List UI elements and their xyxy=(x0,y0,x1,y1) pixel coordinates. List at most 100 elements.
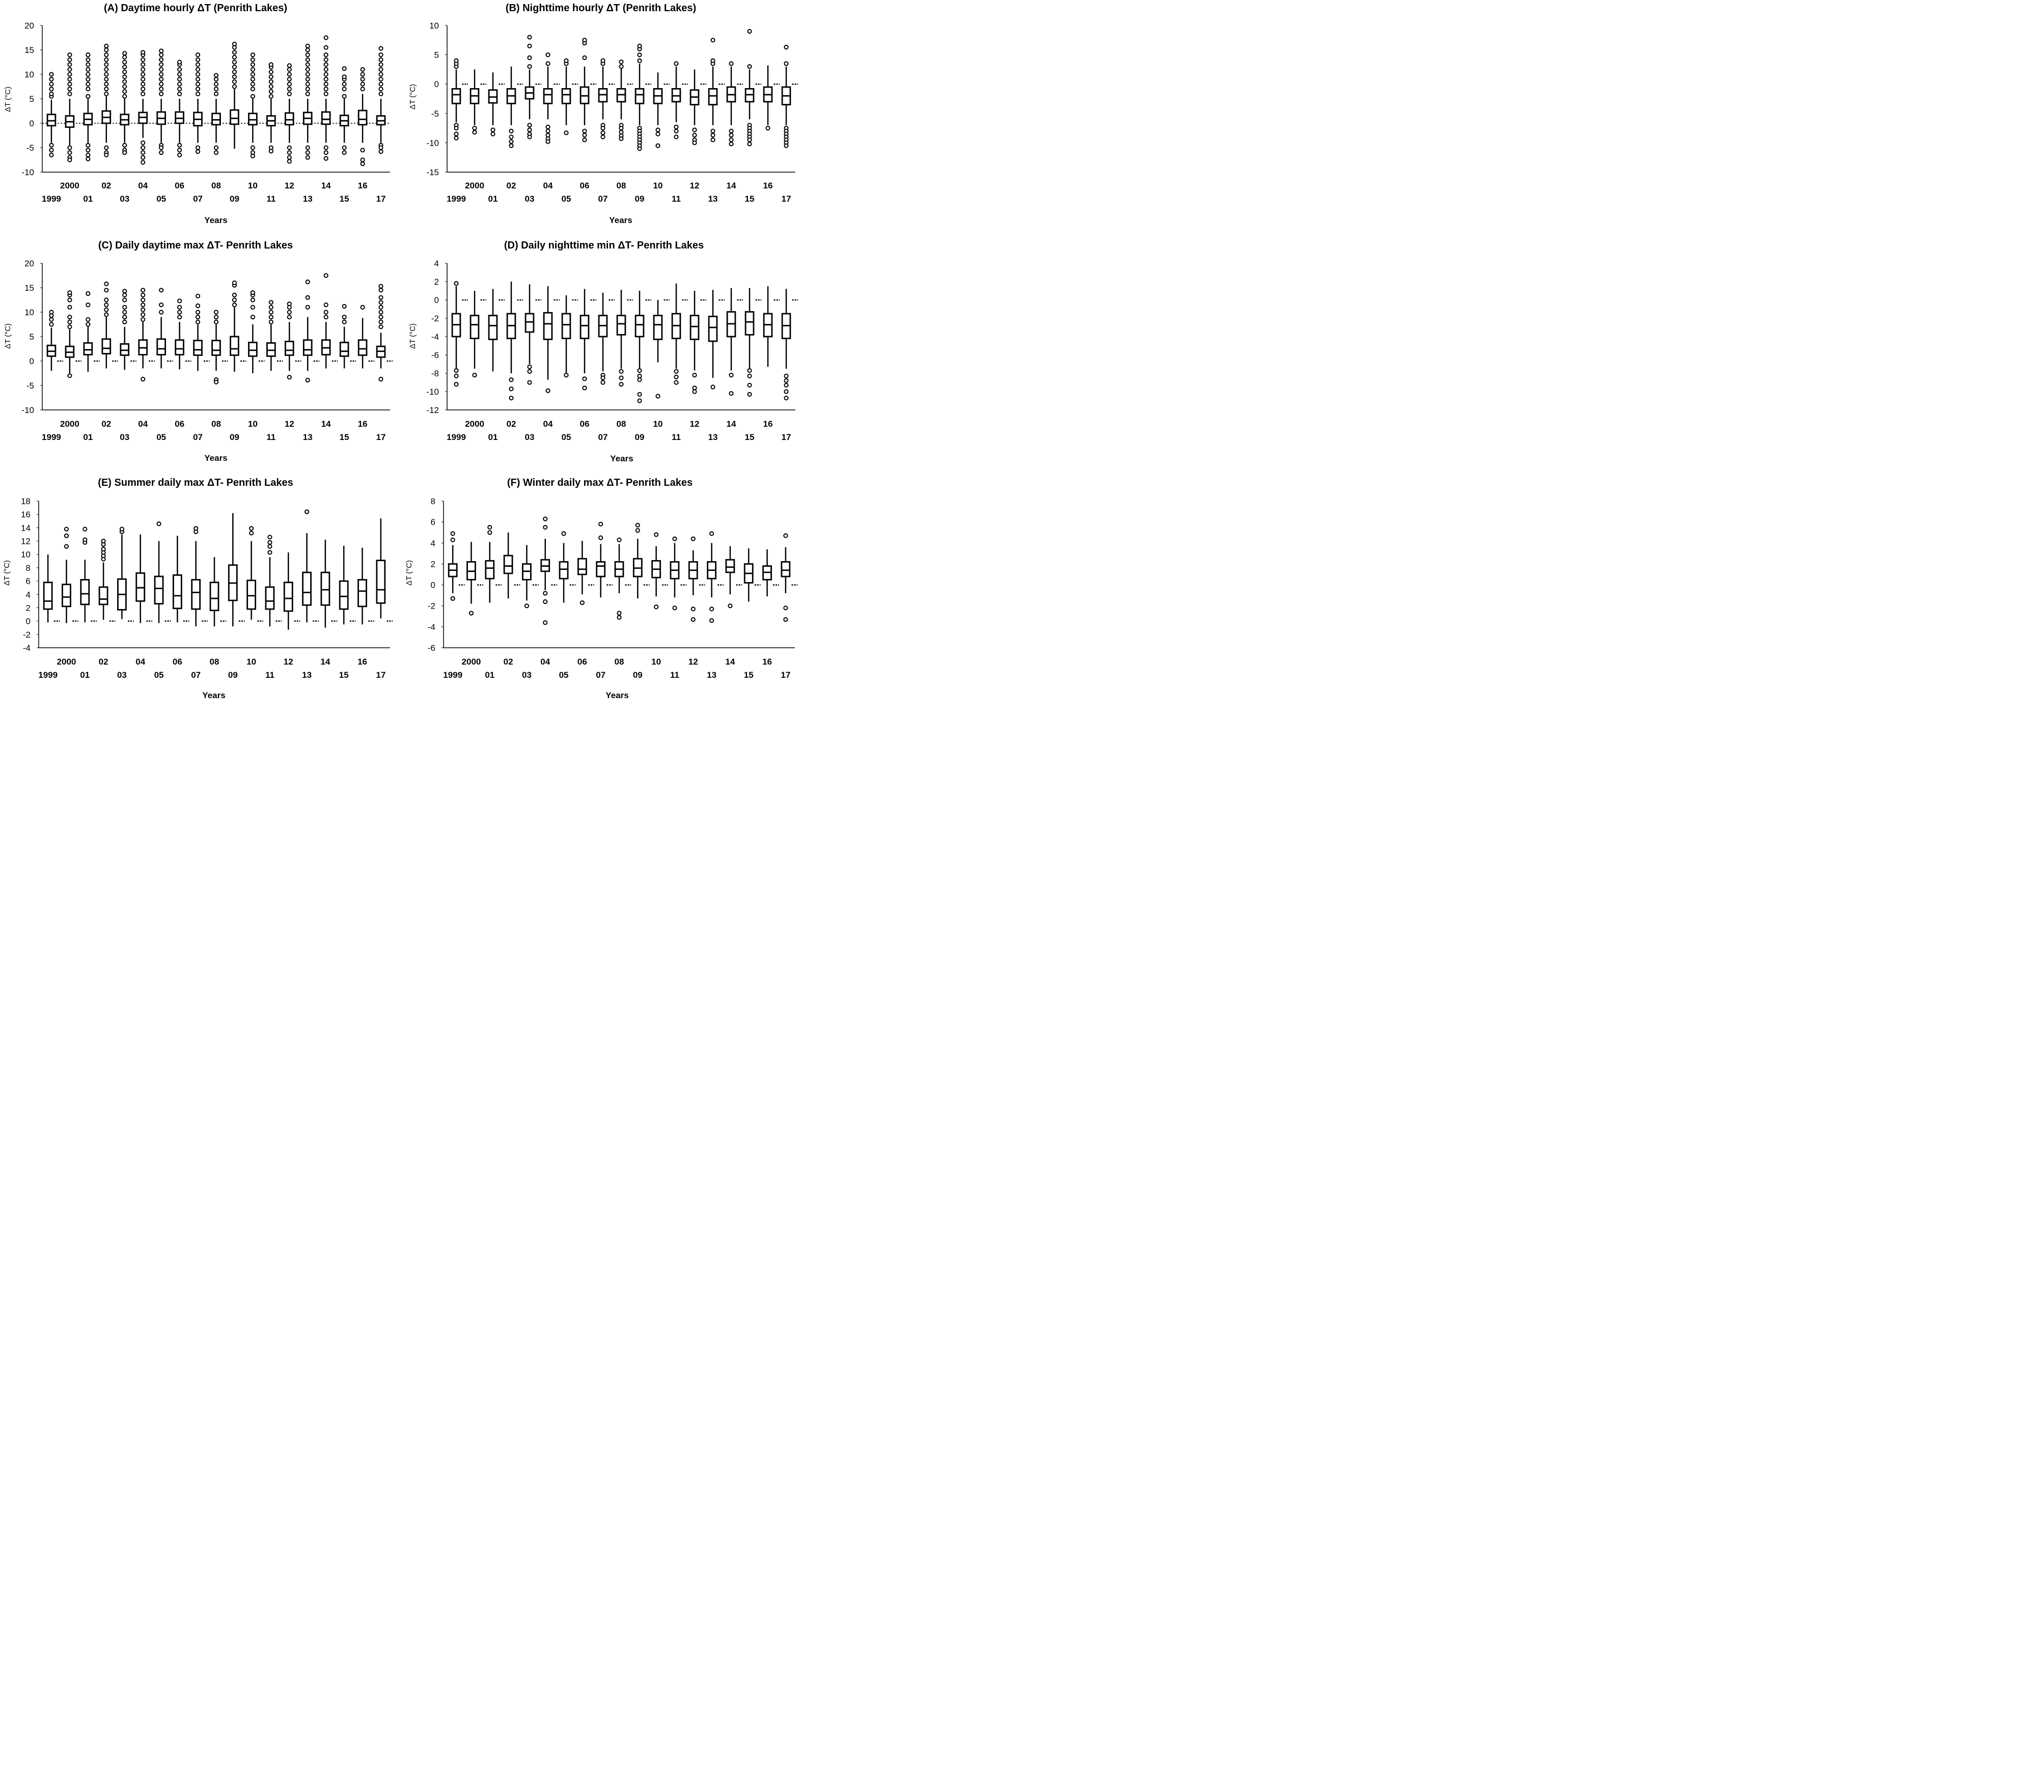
outlier-point xyxy=(232,74,237,79)
iqr-box xyxy=(376,560,386,604)
box-2006 xyxy=(175,298,191,370)
outlier-point xyxy=(729,128,734,133)
box-2002 xyxy=(506,66,523,148)
outlier-point xyxy=(509,377,514,382)
outlier-point xyxy=(104,43,109,48)
box-2003 xyxy=(120,51,130,155)
y-tick-label: -8 xyxy=(431,369,439,378)
box-2010 xyxy=(246,526,263,622)
box-2010 xyxy=(248,52,258,158)
outlier-point xyxy=(122,69,127,74)
outlier-point xyxy=(323,67,328,72)
box-2014 xyxy=(321,35,331,161)
outlier-point xyxy=(195,81,201,87)
panel-a-y-axis-label: ΔT (°C) xyxy=(4,87,12,112)
outlier-point xyxy=(141,81,146,87)
y-tick-label: 5 xyxy=(434,50,439,60)
outlier-point xyxy=(177,87,182,92)
outlier-point xyxy=(67,62,72,67)
outlier-point xyxy=(250,62,255,67)
y-tick-label: 10 xyxy=(24,308,34,317)
y-tick-label: 12 xyxy=(21,537,31,546)
outlier-point xyxy=(195,62,201,67)
box-2006 xyxy=(172,536,189,623)
outlier-point xyxy=(67,87,72,92)
iqr-box xyxy=(596,561,606,577)
box-2002 xyxy=(101,43,112,157)
outlier-point xyxy=(141,307,146,312)
outlier-point xyxy=(101,538,106,544)
outlier-point xyxy=(342,74,347,79)
iqr-box xyxy=(302,571,312,606)
x-tick-label: 15 xyxy=(745,194,755,204)
iqr-box xyxy=(543,312,553,340)
x-tick-label: 09 xyxy=(230,194,239,204)
iqr-box xyxy=(485,560,495,580)
outlier-point xyxy=(250,87,255,92)
outlier-point xyxy=(177,60,182,65)
iqr-box xyxy=(46,114,57,127)
y-tick-label: 10 xyxy=(24,70,34,79)
outlier-point xyxy=(784,373,789,379)
outlier-point xyxy=(86,72,91,77)
outlier-point xyxy=(509,134,514,140)
x-tick-label: 1999 xyxy=(38,670,58,680)
box-2011 xyxy=(671,283,688,385)
iqr-box xyxy=(689,315,700,340)
outlier-point xyxy=(64,533,69,538)
outlier-point xyxy=(378,288,383,293)
panel-d: (D) Daily nighttime min ΔT- Penrith Lake… xyxy=(408,240,798,463)
box-2011 xyxy=(265,535,282,627)
outlier-point xyxy=(709,531,714,536)
box-2004 xyxy=(138,50,148,165)
box-2000 xyxy=(65,290,81,378)
y-tick-label: 0 xyxy=(30,119,34,128)
outlier-point xyxy=(655,394,660,399)
outlier-point xyxy=(104,145,109,150)
outlier-point xyxy=(250,315,255,320)
x-tick-label: 17 xyxy=(781,670,790,680)
outlier-point xyxy=(619,382,624,387)
outlier-point xyxy=(323,62,328,67)
outlier-point xyxy=(159,67,164,72)
box-2012 xyxy=(689,69,707,145)
box-2010 xyxy=(651,532,668,610)
x-tick-label: 11 xyxy=(266,194,275,204)
x-tick-label: 13 xyxy=(303,194,313,204)
outlier-point xyxy=(250,94,255,99)
outlier-point xyxy=(104,62,109,67)
outlier-point xyxy=(323,91,328,96)
outlier-point xyxy=(305,57,310,62)
box-1999 xyxy=(46,310,63,371)
outlier-point xyxy=(122,94,127,99)
outlier-point xyxy=(195,315,201,320)
x-tick-label: 02 xyxy=(507,181,516,190)
box-2004 xyxy=(540,516,557,625)
x-tick-label: 10 xyxy=(651,657,661,667)
outlier-point xyxy=(635,528,640,533)
panel-f-y-axis-label: ΔT (°C) xyxy=(405,560,413,586)
outlier-point xyxy=(177,72,182,77)
outlier-point xyxy=(267,540,272,545)
y-tick-label: 5 xyxy=(30,332,34,342)
outlier-point xyxy=(232,69,237,74)
box-2012 xyxy=(283,552,300,630)
box-2017 xyxy=(376,46,386,154)
outlier-point xyxy=(195,67,201,72)
outlier-point xyxy=(232,60,237,65)
outlier-point xyxy=(250,145,255,150)
outlier-point xyxy=(323,45,328,50)
x-tick-label: 01 xyxy=(80,670,90,680)
outlier-point xyxy=(267,535,272,540)
box-2005 xyxy=(561,58,578,135)
outlier-point xyxy=(104,91,109,96)
outlier-point xyxy=(747,368,752,373)
outlier-point xyxy=(729,373,734,378)
box-2010 xyxy=(248,290,265,373)
outlier-point xyxy=(86,291,91,296)
outlier-point xyxy=(378,300,383,305)
outlier-point xyxy=(342,315,347,320)
box-1999 xyxy=(448,531,465,601)
iqr-box xyxy=(211,340,221,356)
